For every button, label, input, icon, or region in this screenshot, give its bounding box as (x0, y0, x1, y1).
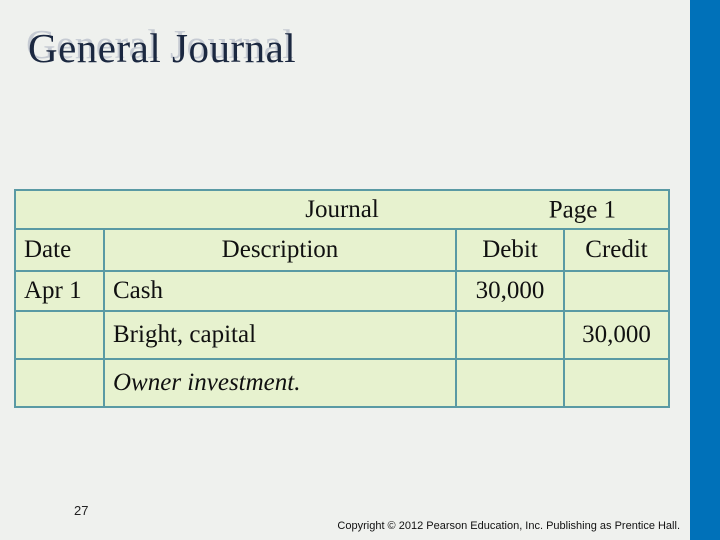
slide-page-number: 27 (74, 503, 89, 518)
cell-credit: 30,000 (562, 310, 671, 360)
cell-date (14, 358, 105, 408)
table-header-row: Date Description Debit Credit (14, 228, 671, 272)
cell-description: Cash (103, 270, 457, 312)
cell-debit (455, 310, 565, 360)
cell-date (14, 310, 105, 360)
table-row: Apr 1 Cash 30,000 (14, 270, 671, 312)
header-debit: Debit (455, 228, 565, 272)
accent-bar (690, 0, 720, 540)
cell-description: Bright, capital (103, 310, 457, 360)
journal-caption: Journal (305, 195, 379, 223)
header-credit: Credit (562, 228, 671, 272)
header-description: Description (103, 228, 457, 272)
cell-date: Apr 1 (14, 270, 105, 312)
table-caption-row: Journal Page 1 (13, 189, 671, 230)
copyright-footer: Copyright © 2012 Pearson Education, Inc.… (337, 520, 680, 532)
cell-debit: 30,000 (455, 270, 565, 312)
cell-credit (562, 358, 671, 408)
table-row: Owner investment. (14, 358, 671, 408)
cell-credit (562, 270, 671, 312)
header-date: Date (14, 228, 105, 272)
page-label: Page 1 (548, 195, 617, 223)
cell-debit (455, 358, 565, 408)
cell-description: Owner investment. (103, 358, 457, 408)
journal-table: Journal Page 1 Date Description Debit Cr… (13, 189, 671, 408)
table-row: Bright, capital 30,000 (14, 310, 671, 360)
caption-cell: Journal Page 1 (13, 189, 671, 230)
slide-title: General Journal (28, 25, 297, 71)
